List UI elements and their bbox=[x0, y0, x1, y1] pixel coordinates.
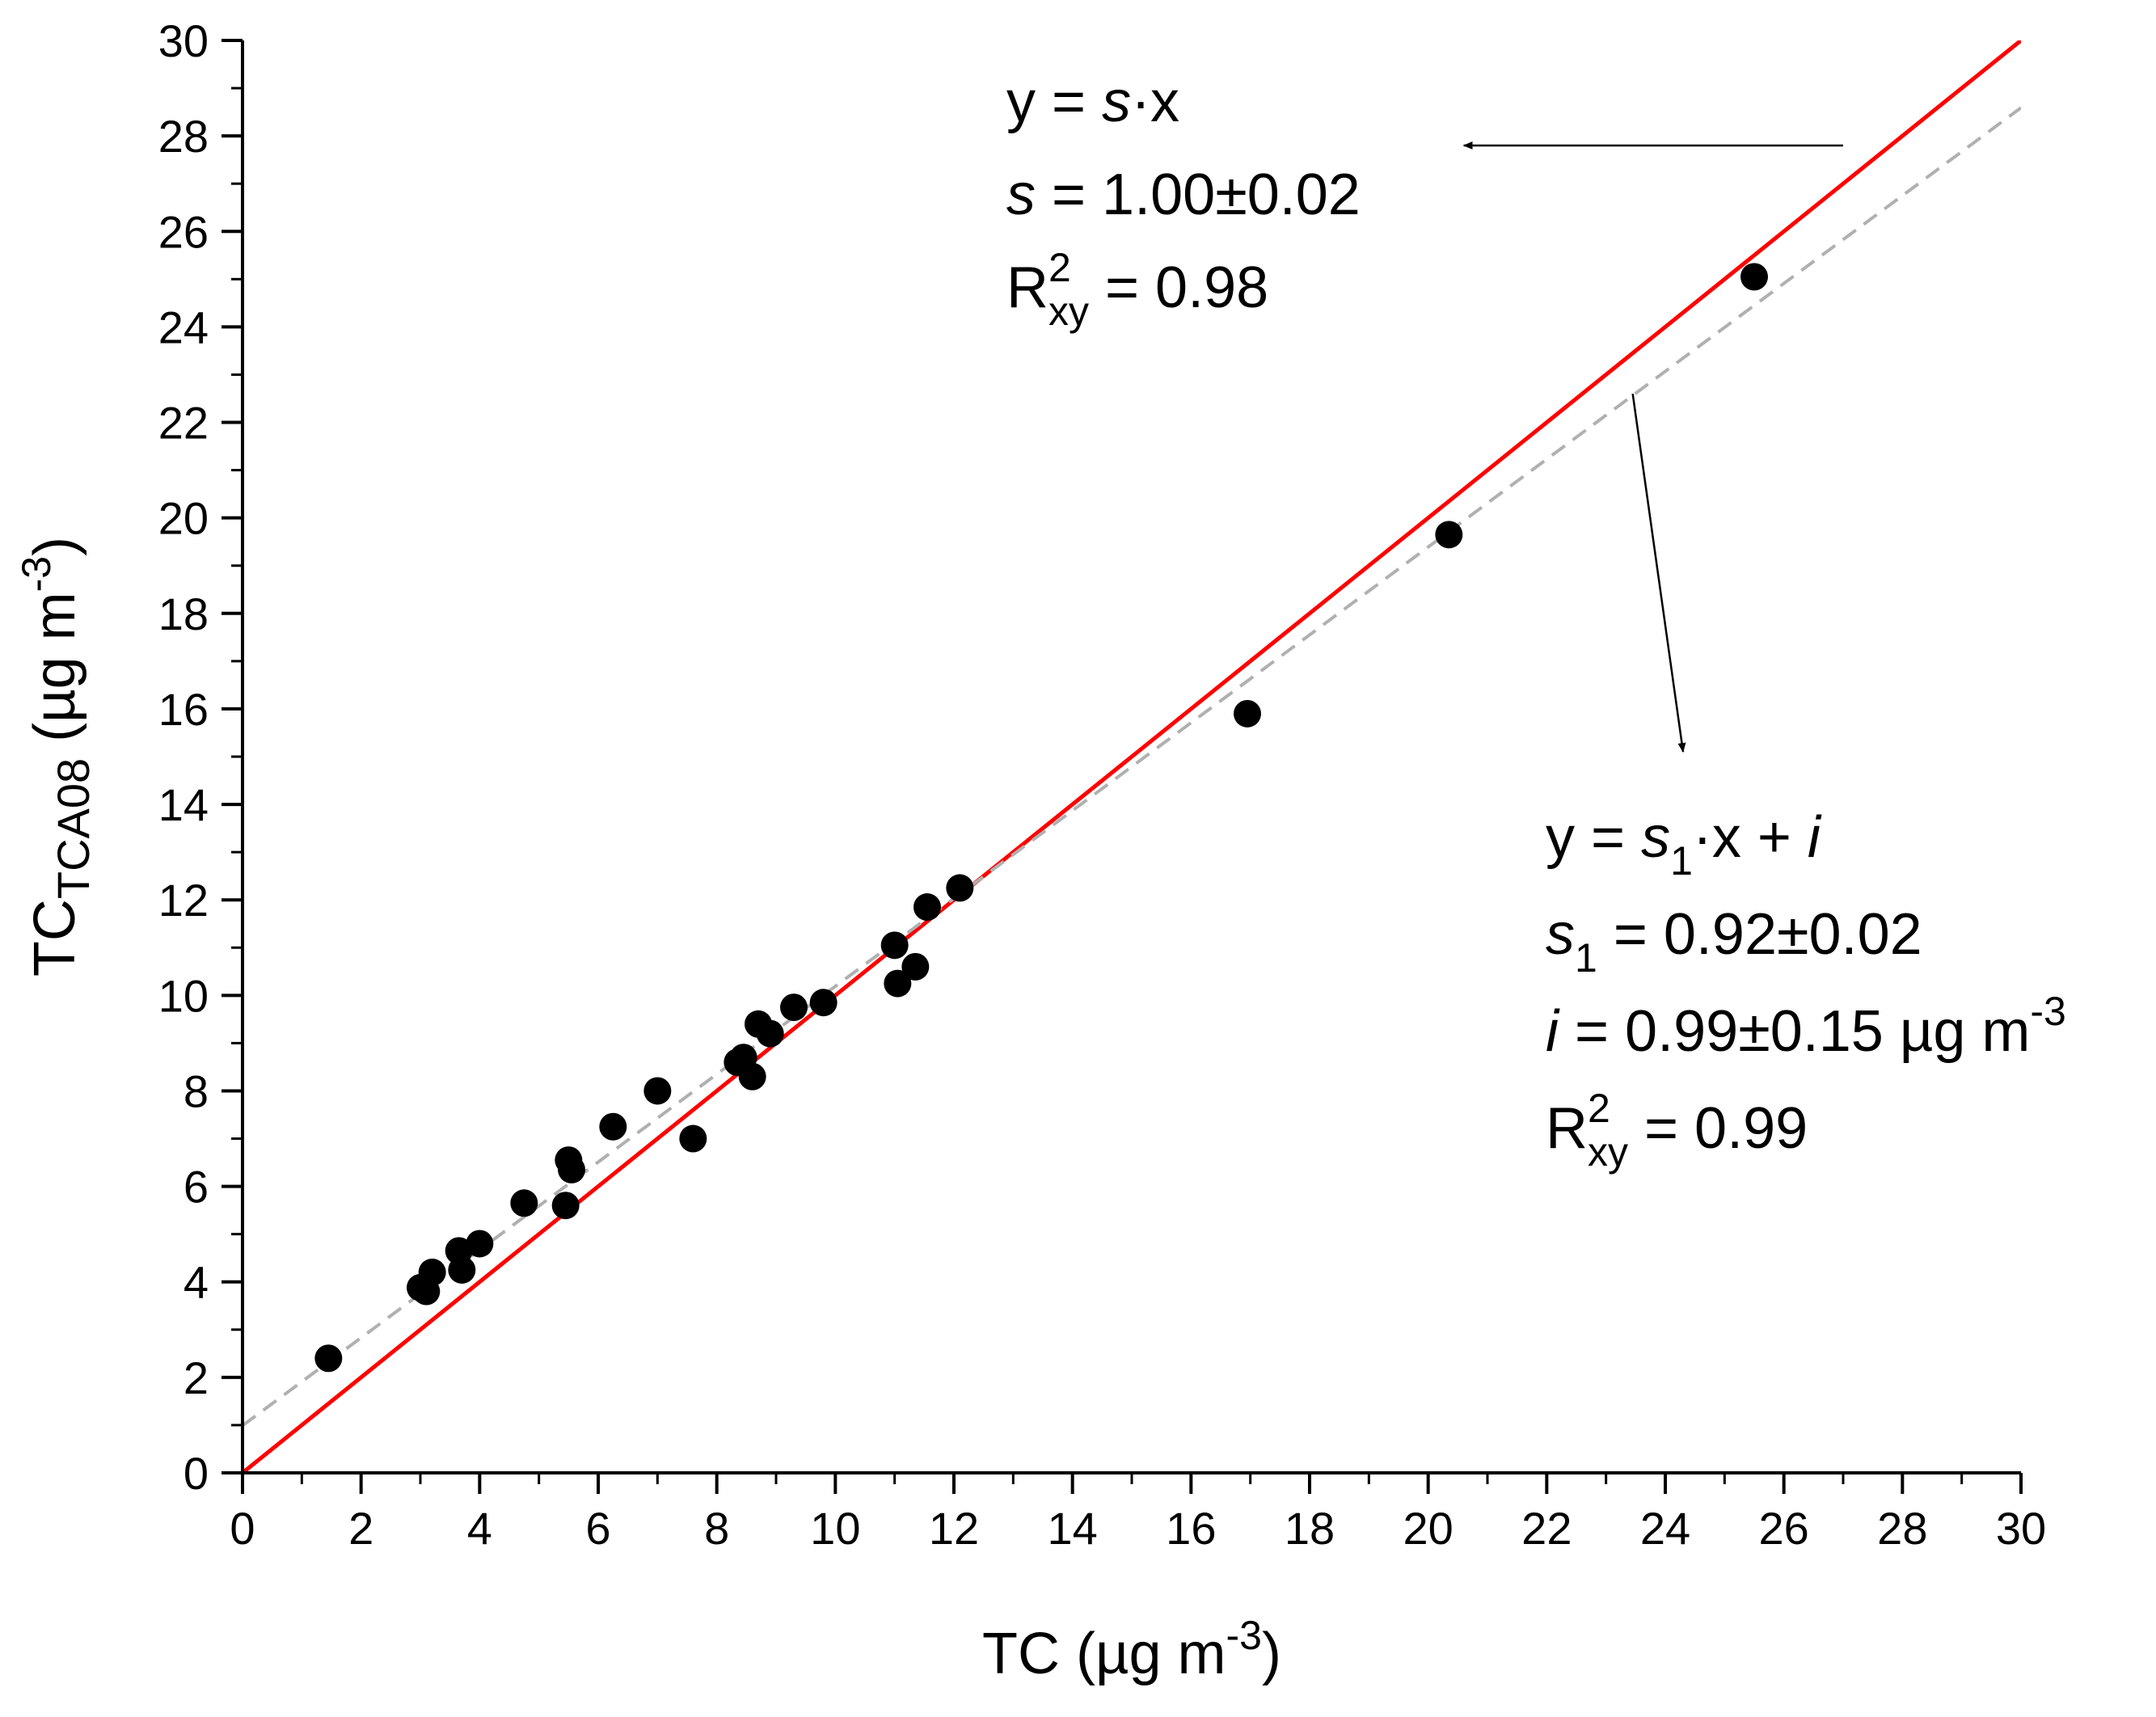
data-point bbox=[314, 1344, 343, 1373]
data-point bbox=[913, 893, 941, 922]
annotation-line: y = s1·x + i bbox=[1546, 805, 1822, 884]
data-point bbox=[780, 993, 808, 1022]
data-point bbox=[510, 1189, 538, 1217]
data-point bbox=[901, 952, 930, 981]
x-tick-label: 24 bbox=[1640, 1503, 1690, 1554]
x-tick-label: 30 bbox=[1996, 1503, 2046, 1554]
annotation-arrow bbox=[1631, 393, 1686, 753]
y-tick-label: 12 bbox=[158, 875, 209, 926]
annotation-line: y = s·x bbox=[1006, 70, 1179, 134]
data-point bbox=[1435, 521, 1463, 549]
y-tick-label: 20 bbox=[158, 493, 209, 544]
linear-fit-line bbox=[243, 106, 2021, 1428]
data-point bbox=[466, 1230, 494, 1258]
annotation-block: y = s1·x + i s1 = 0.92±0.02 i = 0.99±0.15 … bbox=[1546, 393, 2066, 1175]
x-tick-label: 18 bbox=[1285, 1503, 1335, 1554]
data-point bbox=[809, 989, 838, 1017]
data-point bbox=[880, 931, 909, 960]
data-point bbox=[1740, 263, 1768, 291]
annotation-line: s1 = 0.92±0.02 bbox=[1546, 902, 1922, 981]
annotation-line: s = 1.00±0.02 bbox=[1006, 162, 1361, 227]
fit-lines bbox=[243, 40, 2021, 1473]
x-tick-label: 20 bbox=[1403, 1503, 1454, 1554]
data-point bbox=[599, 1112, 627, 1141]
x-tick-label: 16 bbox=[1166, 1503, 1216, 1554]
data-point bbox=[756, 1019, 784, 1048]
y-tick-label: 14 bbox=[158, 779, 209, 830]
data-point bbox=[418, 1258, 446, 1286]
slope-fit-line bbox=[243, 40, 2021, 1473]
y-tick-label: 0 bbox=[184, 1448, 209, 1499]
y-tick-label: 18 bbox=[158, 589, 209, 639]
x-axis-title: TC (µg m-3) bbox=[982, 1613, 1281, 1686]
x-tick-label: 6 bbox=[585, 1503, 610, 1554]
y-tick-label: 16 bbox=[158, 684, 209, 735]
data-point bbox=[738, 1062, 766, 1091]
x-tick-label: 22 bbox=[1521, 1503, 1572, 1554]
data-point bbox=[448, 1255, 476, 1284]
annotations: y = s·x s = 1.00±0.02 R2 xy = 0.98 y = s1·x … bbox=[1006, 70, 2066, 1175]
y-axis-title: TCTCA08 (µg m-3) bbox=[14, 537, 99, 977]
data-point bbox=[1234, 699, 1261, 728]
x-tick-label: 14 bbox=[1048, 1503, 1098, 1554]
data-point bbox=[643, 1077, 672, 1105]
y-tick-label: 28 bbox=[158, 111, 209, 162]
x-tick-label: 12 bbox=[929, 1503, 979, 1554]
data-point bbox=[558, 1155, 585, 1183]
y-tick-label: 30 bbox=[158, 15, 209, 66]
x-tick-label: 0 bbox=[230, 1503, 255, 1554]
data-point bbox=[884, 969, 912, 998]
y-tick-label: 10 bbox=[158, 970, 209, 1021]
x-tick-label: 10 bbox=[810, 1503, 860, 1554]
y-tick-label: 6 bbox=[184, 1162, 209, 1213]
y-tick-label: 22 bbox=[158, 398, 209, 449]
y-tick-label: 8 bbox=[184, 1065, 209, 1116]
data-point bbox=[551, 1192, 580, 1220]
x-tick-label: 2 bbox=[348, 1503, 373, 1554]
data-points bbox=[314, 263, 1768, 1373]
data-point bbox=[946, 874, 974, 902]
y-tick-label: 2 bbox=[184, 1352, 209, 1403]
annotation-line: i = 0.99±0.15 µg m-3 bbox=[1546, 989, 2066, 1064]
x-tick-label: 26 bbox=[1759, 1503, 1809, 1554]
y-tick-label: 26 bbox=[158, 206, 209, 257]
annotation-block: y = s·x s = 1.00±0.02 R2 xy = 0.98 bbox=[1006, 70, 1843, 334]
annotation-line: R2 xy = 0.98 bbox=[1006, 245, 1268, 334]
annotation-line: R2 xy = 0.99 bbox=[1546, 1086, 1808, 1175]
y-tick-label: 24 bbox=[158, 302, 209, 352]
x-tick-label: 4 bbox=[467, 1503, 492, 1554]
axes: 0 2 4 6 8 10 12 14 16 18 20 22 24 26 28 300246810121416… bbox=[14, 15, 2046, 1686]
x-tick-label: 28 bbox=[1877, 1503, 1927, 1554]
y-tick-label: 4 bbox=[184, 1257, 209, 1308]
x-tick-label: 8 bbox=[704, 1503, 729, 1554]
data-point bbox=[679, 1124, 707, 1153]
